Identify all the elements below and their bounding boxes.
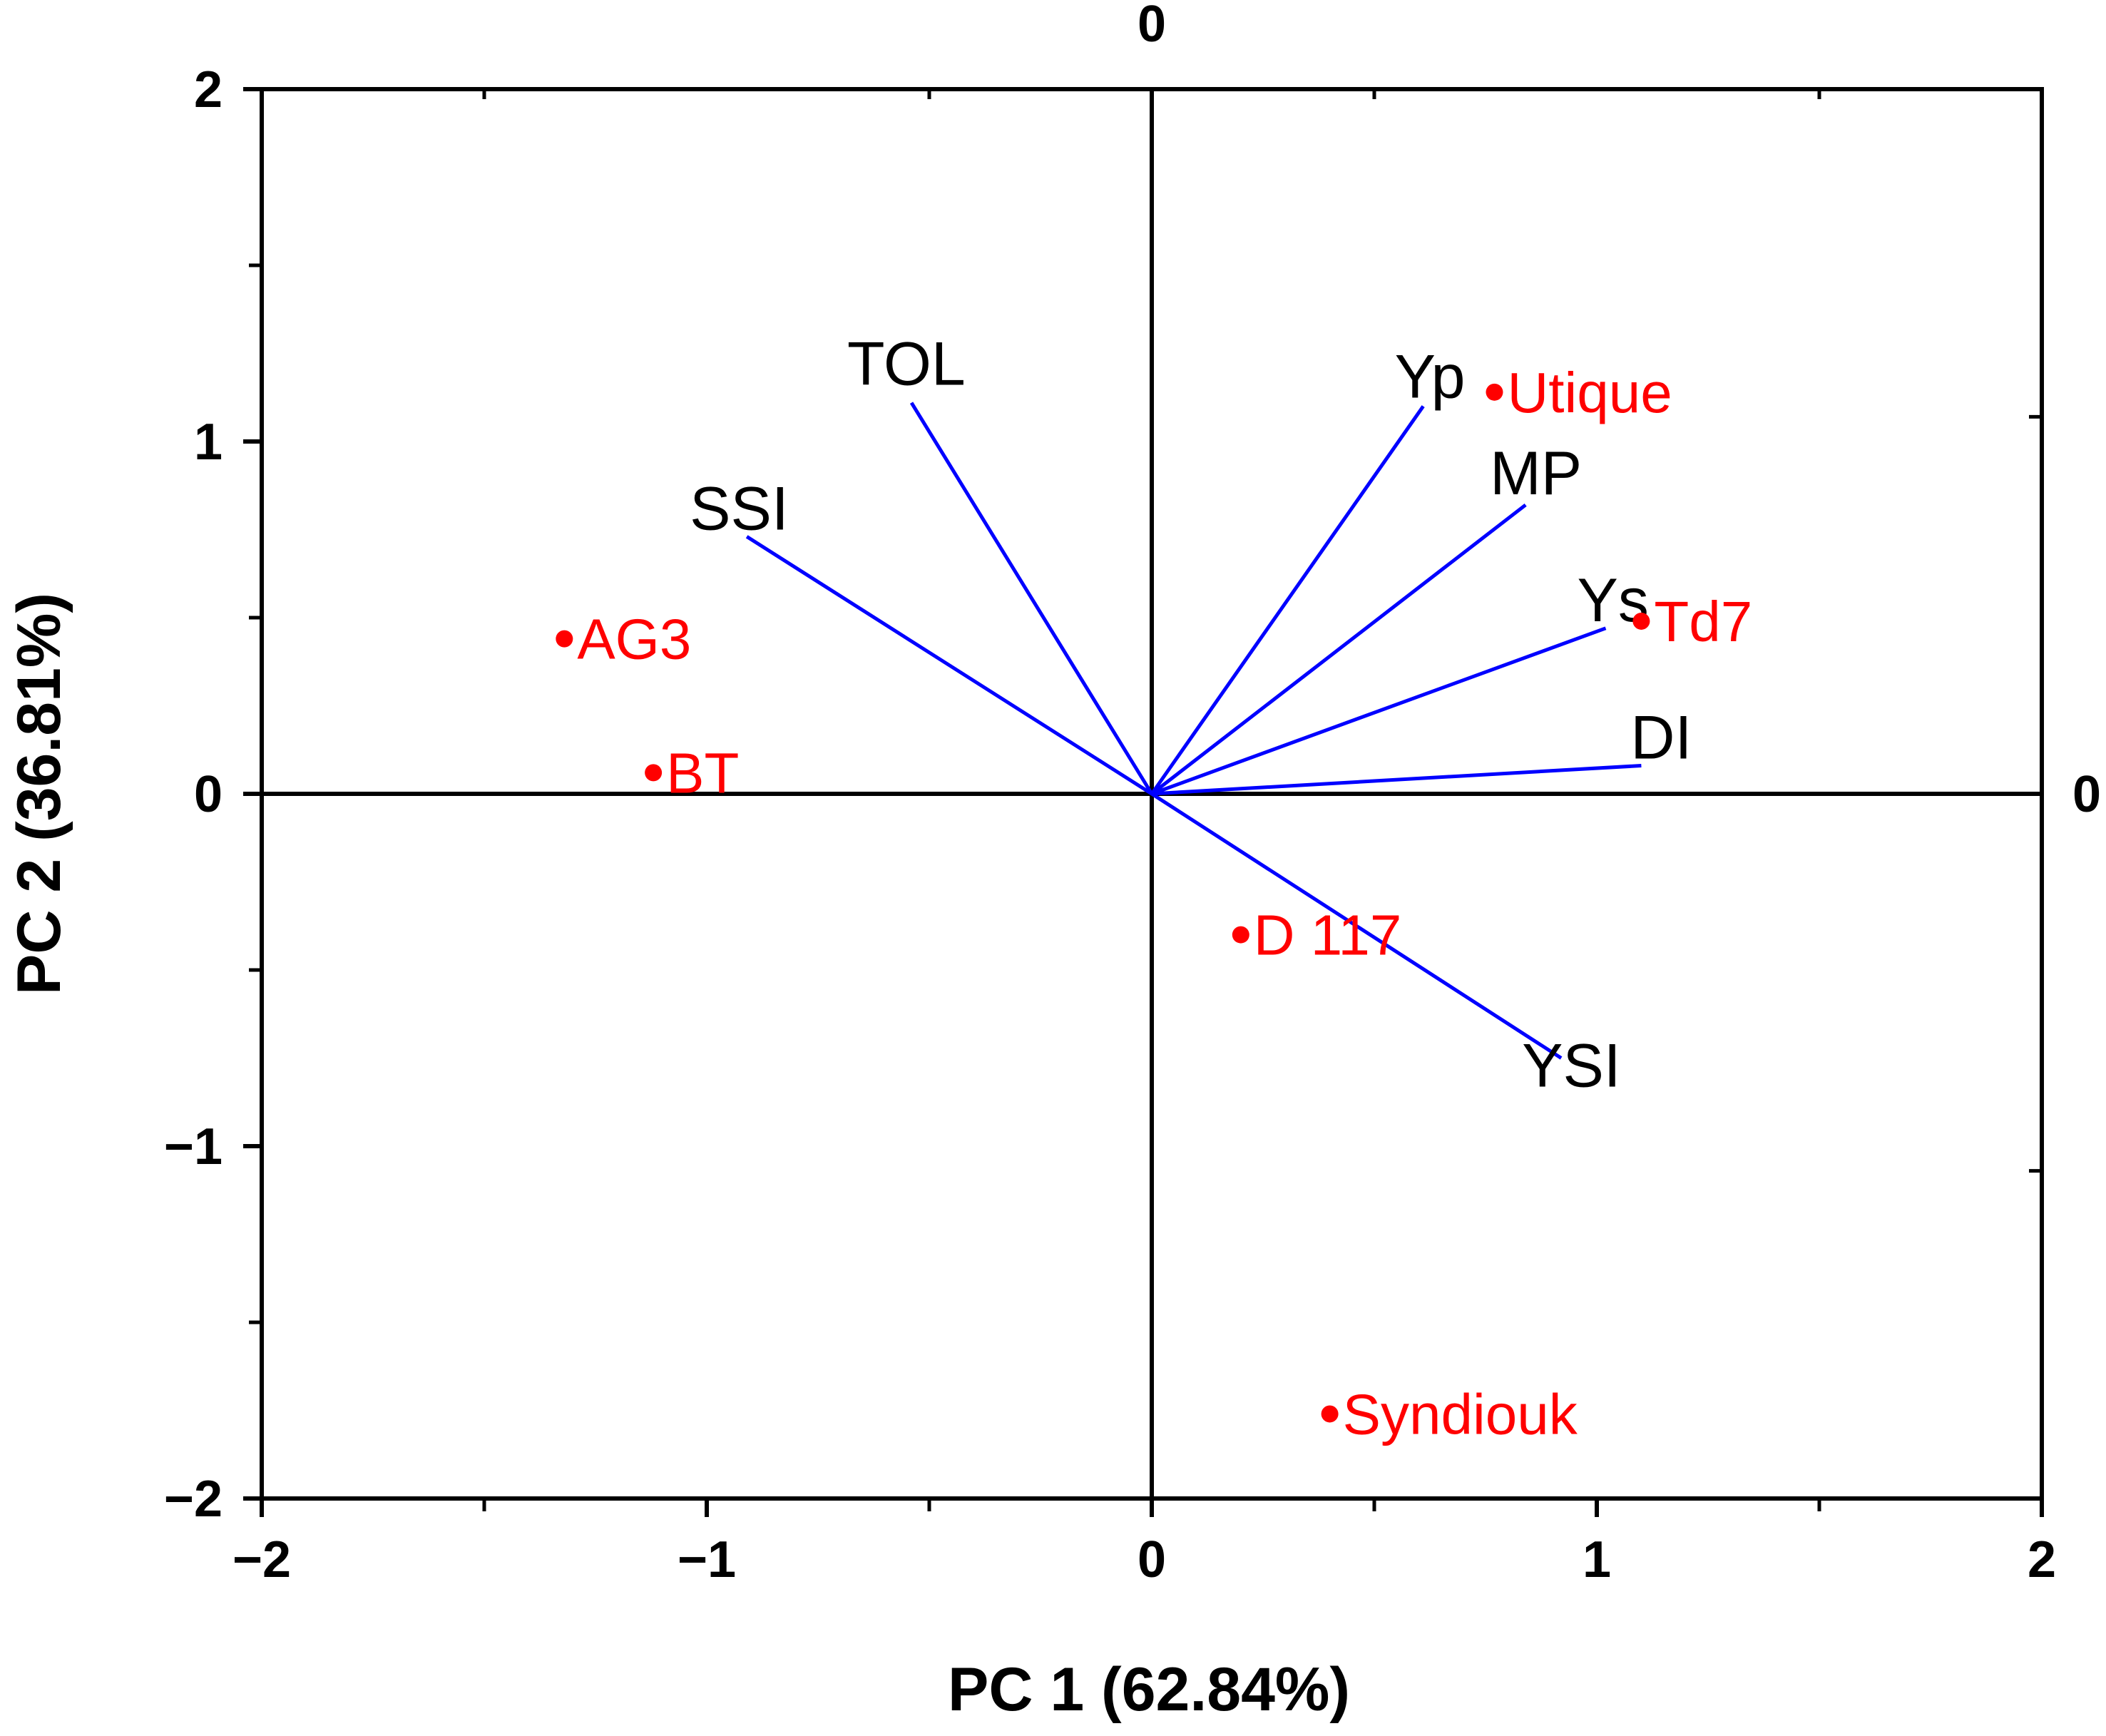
x-axis-title: PC 1 (62.84%) [948,1655,1350,1724]
y-tick-label: −1 [164,1118,223,1175]
vector-yp [1150,405,1425,795]
vector-label-mp: MP [1490,439,1582,508]
vector-label-yp: Yp [1395,343,1466,412]
genotype-point-syndiouk [1321,1405,1339,1423]
right-axis-zero-label: 0 [2072,766,2101,823]
tick-labels: −2 −1 0 1 2 −2 −1 0 1 2 [164,61,2056,1588]
genotype-points: Utique Td7 AG3 BT D 117 Syndiouk [556,361,1752,1446]
vector-tol [909,402,1154,795]
vector-ysi [1150,792,1563,1060]
genotype-point-bt [645,764,663,782]
genotype-point-td7 [1632,612,1650,630]
x-tick-label: −1 [678,1531,736,1588]
vector-di [1151,763,1642,796]
y-axis-title: PC 2 (36.81%) [5,593,73,995]
genotype-label-utique: Utique [1507,361,1672,424]
vector-ys [1151,626,1607,796]
genotype-point-ag3 [556,630,573,648]
x-tick-label: 1 [1583,1531,1611,1588]
genotype-point-d-117 [1232,926,1249,944]
y-tick-label: −2 [164,1471,223,1528]
genotype-label-d-117: D 117 [1254,904,1402,967]
x-tick-label: 2 [2028,1531,2056,1588]
vector-ssi [745,535,1153,796]
genotype-point-utique [1486,383,1503,401]
genotype-label-bt: BT [666,741,739,805]
y-tick-label: 0 [194,766,223,823]
vector-label-tol: TOL [847,330,966,399]
x-tick-label: −2 [232,1531,291,1588]
vector-label-ssi: SSI [690,474,789,543]
genotype-label-syndiouk: Syndiouk [1343,1382,1578,1446]
x-tick-label: 0 [1138,1531,1166,1588]
y-tick-label: 1 [194,414,223,471]
y-tick-label: 2 [194,61,223,118]
vector-label-ysi: YSI [1522,1032,1621,1101]
vector-label-di: DI [1630,703,1692,772]
vector-mp [1150,503,1527,795]
genotype-label-td7: Td7 [1654,590,1752,653]
tick-marks [243,87,2044,1517]
top-axis-zero-label: 0 [1138,0,1166,53]
genotype-label-ag3: AG3 [577,608,691,671]
